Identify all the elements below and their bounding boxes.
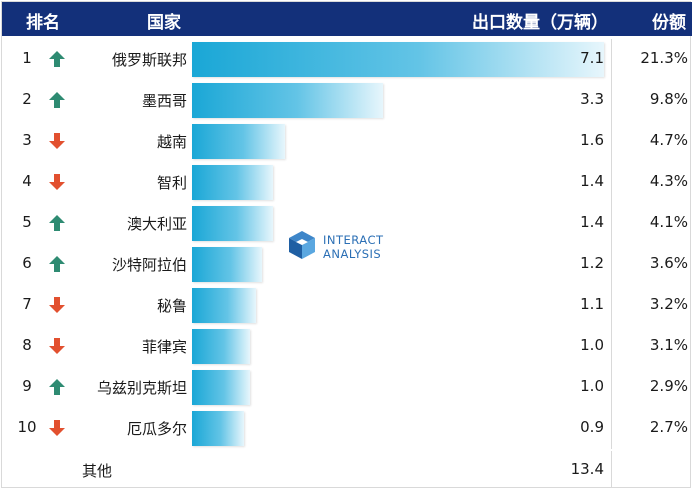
interact-analysis-logo-icon <box>289 231 315 259</box>
share-label: 4.1% <box>649 213 688 231</box>
arrow-up-icon <box>49 215 65 231</box>
column-divider <box>611 408 612 449</box>
arrow-down-icon <box>49 338 65 354</box>
value-label: 7.1 <box>580 49 604 67</box>
rank-label: 9 <box>22 377 32 395</box>
rank-label: 7 <box>22 295 32 313</box>
bar <box>192 42 604 77</box>
rank-label: 1 <box>22 49 32 67</box>
table-row: 6 沙特阿拉伯 1.2 3.6% <box>2 244 692 285</box>
arrow-down-icon <box>49 297 65 313</box>
column-divider <box>611 451 612 487</box>
country-label: 越南 <box>156 133 187 151</box>
country-label: 菲律宾 <box>141 338 187 356</box>
rank-label: 2 <box>22 90 32 108</box>
country-label: 乌兹别克斯坦 <box>96 379 187 397</box>
share-label: 3.2% <box>649 295 688 313</box>
value-label: 3.3 <box>580 90 604 108</box>
rank-label: 5 <box>22 213 32 231</box>
column-divider <box>611 121 612 162</box>
header-country: 国家 <box>147 13 181 33</box>
bar <box>192 206 273 241</box>
share-label: 4.7% <box>649 131 688 149</box>
share-label: 9.8% <box>649 90 688 108</box>
country-label: 智利 <box>156 174 187 192</box>
share-label: 3.1% <box>649 336 688 354</box>
logo-text-line2: ANALYSIS <box>323 247 382 261</box>
value-label: 0.9 <box>580 418 604 436</box>
column-divider <box>611 203 612 244</box>
bar <box>192 288 256 323</box>
value-label: 1.4 <box>580 213 604 231</box>
share-label: 2.9% <box>649 377 688 395</box>
arrow-down-icon <box>49 420 65 436</box>
column-divider <box>611 39 612 80</box>
column-divider <box>611 326 612 367</box>
arrow-up-icon <box>49 379 65 395</box>
value-label: 1.2 <box>580 254 604 272</box>
country-label: 沙特阿拉伯 <box>111 256 187 274</box>
column-divider <box>611 162 612 203</box>
column-divider <box>611 80 612 121</box>
share-label: 4.3% <box>649 172 688 190</box>
bar <box>192 247 262 282</box>
table-row: 8 菲律宾 1.0 3.1% <box>2 326 692 367</box>
rank-label: 6 <box>22 254 32 272</box>
arrow-up-icon <box>49 256 65 272</box>
table-row: 1 俄罗斯联邦 7.1 21.3% <box>2 39 692 80</box>
rank-label: 4 <box>22 172 32 190</box>
column-divider <box>611 285 612 326</box>
arrow-up-icon <box>49 92 65 108</box>
rank-label: 8 <box>22 336 32 354</box>
table-header: 排名 国家 出口数量（万辆） 份额 <box>2 2 692 36</box>
header-exports: 出口数量（万辆） <box>472 13 608 33</box>
table-row: 2 墨西哥 3.3 9.8% <box>2 80 692 121</box>
arrow-down-icon <box>49 133 65 149</box>
header-rank: 排名 <box>26 13 60 33</box>
table-row: 5 澳大利亚 1.4 4.1% <box>2 203 692 244</box>
country-label: 秘鲁 <box>156 297 187 315</box>
other-label: 其他 <box>82 462 113 480</box>
arrow-down-icon <box>49 174 65 190</box>
value-label: 1.1 <box>580 295 604 313</box>
table-row: 10 厄瓜多尔 0.9 2.7% <box>2 408 692 449</box>
table-row: 3 越南 1.6 4.7% <box>2 121 692 162</box>
header-share: 份额 <box>652 13 686 33</box>
rank-label: 3 <box>22 131 32 149</box>
logo-text-line1: INTERACT <box>323 233 384 247</box>
bar <box>192 124 285 159</box>
table-row: 7 秘鲁 1.1 3.2% <box>2 285 692 326</box>
arrow-up-icon <box>49 51 65 67</box>
share-label: 2.7% <box>649 418 688 436</box>
table-row: 9 乌兹别克斯坦 1.0 2.9% <box>2 367 692 408</box>
column-divider <box>611 244 612 285</box>
value-label: 1.4 <box>580 172 604 190</box>
value-label: 1.0 <box>580 336 604 354</box>
value-label: 1.6 <box>580 131 604 149</box>
rank-label: 10 <box>17 418 37 436</box>
country-label: 澳大利亚 <box>126 215 187 233</box>
country-label: 厄瓜多尔 <box>126 420 187 438</box>
bar <box>192 411 244 446</box>
other-row: 其他 13.4 <box>2 451 692 487</box>
value-label: 1.0 <box>580 377 604 395</box>
share-label: 3.6% <box>649 254 688 272</box>
bar <box>192 83 383 118</box>
other-value: 13.4 <box>570 460 604 478</box>
bar <box>192 165 273 200</box>
table-row: 4 智利 1.4 4.3% <box>2 162 692 203</box>
interact-analysis-logo: INTERACT ANALYSIS <box>287 230 407 264</box>
country-label: 俄罗斯联邦 <box>111 51 187 69</box>
bar <box>192 370 250 405</box>
bar <box>192 329 250 364</box>
share-label: 21.3% <box>640 49 688 67</box>
column-divider <box>611 367 612 408</box>
country-label: 墨西哥 <box>141 92 187 110</box>
